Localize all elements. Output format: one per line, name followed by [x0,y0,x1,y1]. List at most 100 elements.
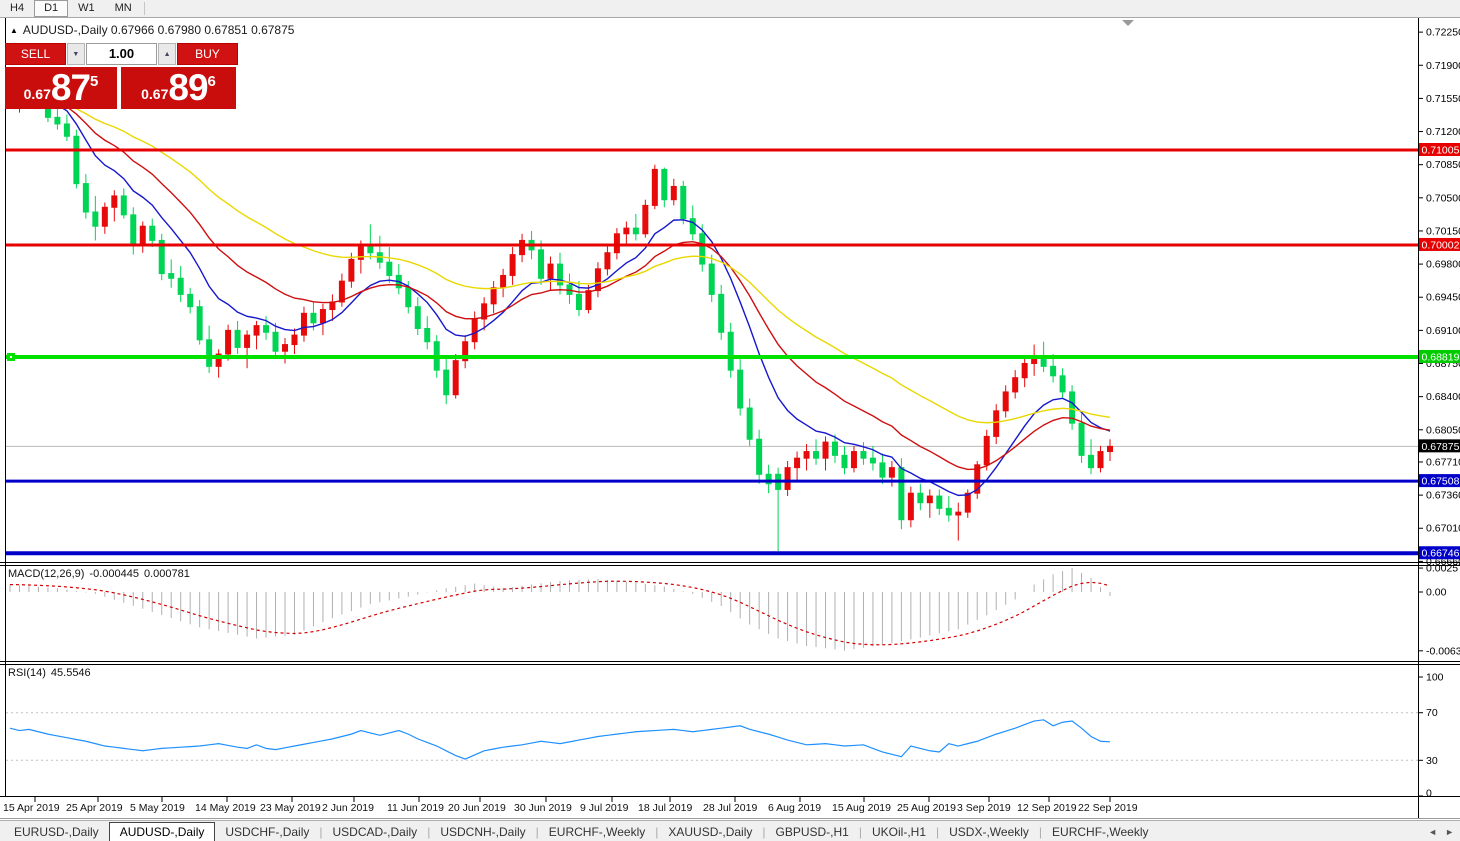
price-shift-marker-icon[interactable] [1122,20,1134,26]
candle-bearish [1088,454,1095,469]
symbol-tabs: EURUSD-,Daily AUDUSD-,Daily USDCHF-,Daily |… [4,822,1159,841]
candle-bullish [319,309,326,324]
sell-price-prefix: 0.67 [23,86,51,102]
candle-bearish [168,273,175,279]
candle-bullish [1107,445,1113,453]
candle-bullish [225,329,232,355]
candle-bearish [680,185,687,220]
candle-bullish [490,287,497,305]
sell-price-display[interactable]: 0.67 87 5 [5,67,117,109]
candle-bullish [974,464,981,494]
candle-bullish [481,303,488,320]
date-axis-label: 22 Sep 2019 [1078,802,1138,814]
tab-usdx-weekly[interactable]: USDX-,Weekly [949,825,1029,839]
candle-bullish [955,511,962,516]
candle-bullish [357,246,364,260]
sell-button[interactable]: SELL [5,43,67,65]
timeframe-button-d1[interactable]: D1 [34,0,69,17]
rsi-indicator-label: RSI(14) 45.5546 [8,667,91,679]
sell-price-big: 87 [50,67,91,108]
candle-bullish [1031,358,1038,365]
buy-button[interactable]: BUY [176,43,238,65]
tab-eurusd-daily[interactable]: EURUSD-,Daily [14,825,99,839]
collapse-panel-icon[interactable]: ▲ [10,25,18,35]
candle-bearish [746,407,753,440]
tab-scroll-arrows: ◄ ► [1428,827,1454,841]
price-badge [1419,143,1460,157]
candle-bearish [860,451,867,459]
candle-bearish [898,467,905,521]
date-axis-label: 18 Jul 2019 [638,802,692,814]
date-axis-label: 23 May 2019 [260,802,321,814]
volume-input[interactable]: 1.00 [85,43,158,65]
candle-bearish [708,263,715,295]
candle-bearish [263,325,270,333]
candle-bearish [73,135,80,185]
candle-bullish [500,274,507,289]
timeframe-button-w1[interactable]: W1 [78,2,95,14]
tab-scroll-right-icon[interactable]: ► [1445,827,1454,837]
tab-separator: | [655,825,659,839]
date-axis-label: 14 May 2019 [195,802,256,814]
tab-usdchf-daily[interactable]: USDCHF-,Daily [225,825,310,839]
candle-bearish [149,225,156,241]
hline-handle-dot [10,355,12,358]
volume-increase-button[interactable]: ▲ [158,43,176,65]
candle-bearish [310,312,317,324]
timeframe-button-h4[interactable]: H4 [10,2,25,14]
tab-xauusd-daily[interactable]: XAUUSD-,Daily [668,825,753,839]
tab-scroll-left-icon[interactable]: ◄ [1428,827,1438,837]
candle-bullish [594,268,601,292]
candle-bearish [813,451,820,459]
candle-bullish [253,325,260,336]
candle-bearish [841,454,848,469]
buy-price-prefix: 0.67 [141,86,169,102]
candle-bearish [54,116,61,125]
volume-decrease-button[interactable]: ▼ [67,43,85,65]
timeframe-button-mn[interactable]: MN [114,2,132,14]
date-axis-label: 9 Jul 2019 [580,802,629,814]
buy-price-display[interactable]: 0.67 89 6 [121,67,236,109]
ma-line-mid [9,99,1111,471]
candle-bearish [737,369,744,409]
candle-bearish [917,492,924,504]
timeframe-toolbar: H4 D1 W1 MN [0,0,1460,18]
candle-bearish [92,211,99,227]
candle-bearish [272,331,279,352]
tab-usdcnh-daily[interactable]: USDCNH-,Daily [440,825,526,839]
one-click-trade-panel: SELL ▼ 1.00 ▲ BUY 0.67 87 5 0.67 89 6 [5,43,238,109]
tab-gbpusd-h1[interactable]: GBPUSD-,H1 [775,825,849,839]
candle-bearish [196,306,203,341]
candle-bullish [348,258,355,282]
candle-bearish [443,369,450,396]
spin-down-icon: ▼ [72,50,80,58]
price-badge-label: 0.67508 [1422,476,1460,488]
candle-bearish [661,168,668,201]
price-badge [1419,546,1460,560]
symbol-tab-bar: EURUSD-,Daily AUDUSD-,Daily USDCHF-,Daily |… [0,820,1460,841]
macd-axis-label: -0.006326 [1426,645,1460,657]
tab-eurchf-weekly[interactable]: EURCHF-,Weekly [548,825,646,839]
tab-usdcad-daily[interactable]: USDCAD-,Daily [332,825,418,839]
candle-bearish [63,123,70,137]
candle-bullish [244,334,251,348]
tab-ukoil-h1[interactable]: UKOil-,H1 [871,825,926,839]
candle-bullish [993,410,1000,437]
chart-title-bar: ▲ AUDUSD-,Daily 0.67966 0.67980 0.67851 … [10,23,294,37]
candle-bearish [206,339,213,367]
candle-bullish [282,344,288,352]
candle-bearish [386,261,393,276]
candle-bearish [718,293,725,333]
candle-bullish [964,492,971,513]
tab-eurchf-weekly[interactable]: EURCHF-,Weekly [1052,825,1149,839]
tab-audusd-daily[interactable]: AUDUSD-,Daily [108,822,216,841]
sell-price-pip: 5 [90,72,99,90]
